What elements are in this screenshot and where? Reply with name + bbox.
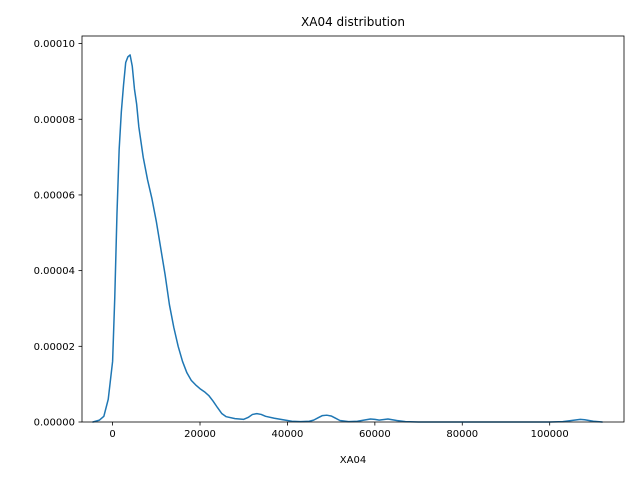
x-tick-label: 20000 [184, 429, 216, 440]
density-line [92, 54, 603, 423]
x-tick-label: 60000 [359, 429, 391, 440]
y-tick-label: 0.00002 [34, 342, 75, 353]
y-tick-label: 0.00000 [34, 418, 75, 429]
y-tick-label: 0.00006 [34, 190, 75, 201]
chart-title: XA04 distribution [301, 15, 405, 29]
y-tick-label: 0.00004 [34, 266, 75, 277]
y-tick-label: 0.00008 [34, 115, 75, 126]
y-axis-ticks: 0.00000 0.00002 0.00004 0.00006 0.00008 0.000… [34, 39, 82, 429]
x-tick-label: 100000 [531, 429, 569, 440]
x-axis-label: XA04 [340, 455, 366, 466]
x-tick-label: 0 [109, 429, 115, 440]
y-tick-label: 0.00010 [34, 39, 75, 50]
plot-frame [81, 35, 625, 423]
x-tick-label: 80000 [446, 429, 478, 440]
x-tick-label: 40000 [272, 429, 304, 440]
